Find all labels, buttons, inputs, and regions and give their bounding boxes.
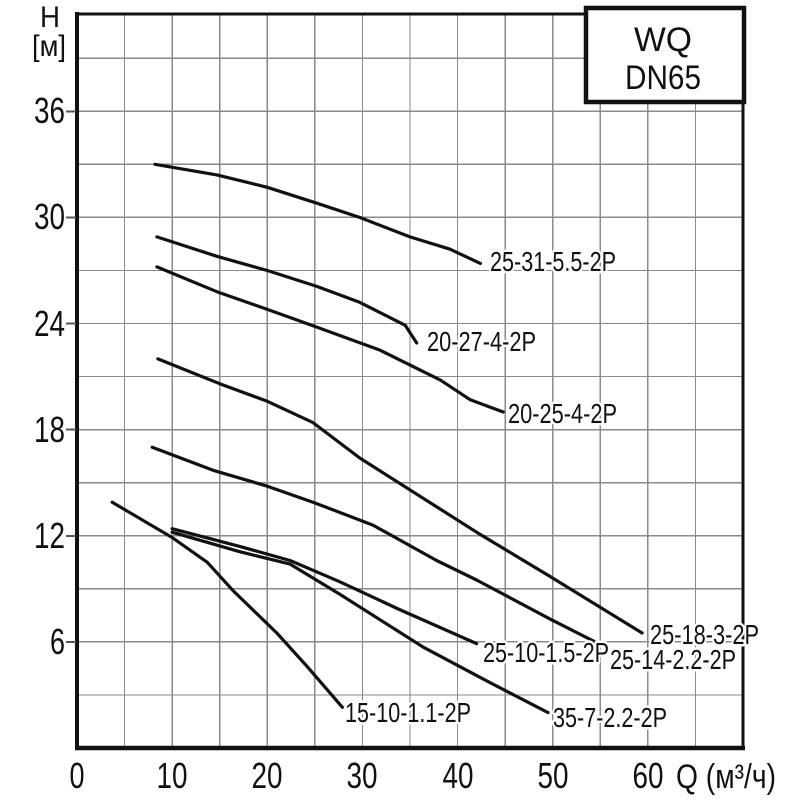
pump-curve — [170, 527, 479, 646]
y-axis-title-symbol: H — [40, 1, 60, 34]
pump-curve — [150, 445, 601, 646]
curve-label: 25-31-5.5-2P — [490, 246, 616, 277]
curve-label: 25-18-3-2P — [650, 619, 759, 650]
pump-curves — [110, 162, 644, 715]
pump-curve — [170, 530, 550, 715]
x-tick-label: 20 — [252, 755, 283, 796]
x-tick-label: 30 — [347, 755, 378, 796]
pump-curve — [110, 500, 344, 709]
pump-curve — [156, 357, 644, 635]
curve-label: 20-25-4-2P — [508, 398, 617, 429]
y-tick-label: 18 — [34, 409, 65, 450]
y-tick-label: 36 — [34, 90, 65, 131]
y-tick-label: 6 — [50, 621, 65, 662]
model-box-size: DN65 — [625, 59, 701, 97]
x-tick-label: 40 — [443, 755, 474, 796]
curve-label: 35-7-2.2-2P — [553, 702, 667, 733]
x-tick-label: 10 — [157, 755, 188, 796]
model-box-series: WQ — [634, 21, 692, 59]
pump-curve — [153, 162, 482, 265]
x-axis-title: Q (м³/ч) — [676, 758, 776, 796]
pump-curve — [155, 235, 419, 345]
curve-label: 25-10-1.5-2P — [483, 637, 609, 668]
curve-label: 15-10-1.1-2P — [345, 697, 471, 728]
y-tick-label: 12 — [34, 515, 65, 556]
x-tick-label: 50 — [538, 755, 569, 796]
model-box-frame — [583, 5, 747, 105]
axis-ticks — [66, 110, 76, 643]
y-tick-label: 24 — [34, 303, 65, 344]
model-box: WQ DN65 — [583, 5, 747, 105]
grid-lines — [77, 14, 743, 748]
y-axis-title-unit: [м] — [32, 30, 66, 63]
curve-label: 25-14-2.2-2P — [610, 644, 736, 675]
y-tick-label: 30 — [34, 196, 65, 237]
curve-labels: 25-31-5.5-2P 20-27-4-2P 20-25-4-2P 25-18-3-… — [343, 244, 762, 736]
x-tick-label: 0 — [70, 755, 85, 796]
curve-label: 20-27-4-2P — [427, 326, 536, 357]
x-tick-label: 60 — [633, 755, 664, 796]
pump-curve — [155, 265, 505, 414]
